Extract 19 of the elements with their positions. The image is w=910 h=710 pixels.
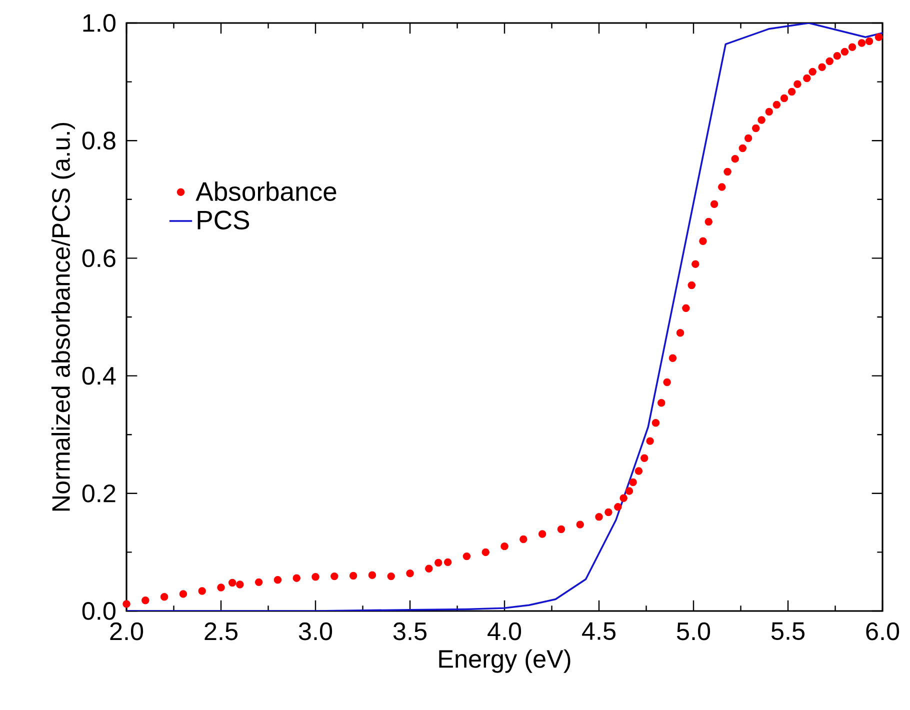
x-tick-label: 3.5 <box>393 622 426 640</box>
legend-label: PCS <box>198 210 250 230</box>
y-tick-label: 0.8 <box>82 132 116 150</box>
x-tick-label: 3.0 <box>298 622 332 640</box>
y-tick-label: 0.6 <box>82 249 116 268</box>
y-axis-title: Normalized absorbance/PCS (a.u.) <box>51 122 75 511</box>
x-tick-label: 2.0 <box>110 622 144 640</box>
x-tick-label: 4.0 <box>488 622 522 640</box>
x-tick-label: 5.0 <box>676 622 710 640</box>
x-tick-label: 6.0 <box>866 622 900 640</box>
x-tick-label: 4.5 <box>582 622 616 640</box>
legend-label: Absorbance <box>196 181 336 201</box>
y-tick-label: 0.4 <box>82 366 116 385</box>
y-tick-label: 1.0 <box>83 14 116 32</box>
x-axis-title: Energy (eV) <box>439 649 570 673</box>
x-tick-label: 5.5 <box>771 622 804 640</box>
y-tick-label: 0.0 <box>82 602 116 620</box>
x-tick-label: 2.5 <box>204 622 238 640</box>
y-tick-label: 0.2 <box>82 484 116 502</box>
